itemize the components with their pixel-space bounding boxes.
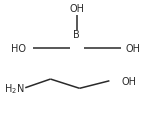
Text: HO: HO	[11, 43, 26, 53]
Text: OH: OH	[69, 4, 84, 14]
Text: OH: OH	[126, 43, 141, 53]
Text: OH: OH	[121, 76, 136, 86]
Text: B: B	[73, 30, 80, 39]
Text: H$_2$N: H$_2$N	[4, 82, 25, 95]
